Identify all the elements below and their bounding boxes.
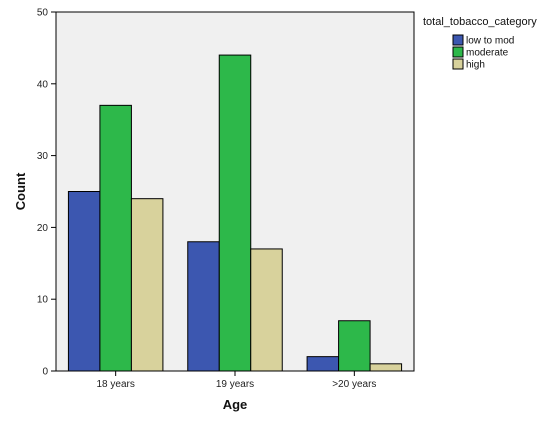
legend-label: low to mod: [466, 36, 514, 47]
legend-label: high: [466, 60, 485, 71]
bars: [67, 54, 403, 372]
y-tick-label: 10: [37, 295, 49, 306]
x-tick-label: 19 years: [216, 379, 254, 390]
bar-high-1: [130, 198, 164, 372]
y-tick-label: 40: [37, 79, 49, 90]
x-axis-title: Age: [223, 397, 248, 412]
legend-title: total_tobacco_category: [423, 16, 537, 28]
legend: total_tobacco_category low to modmoderat…: [423, 16, 537, 71]
legend-swatch: [452, 46, 464, 58]
x-axis-tick-labels: 18 years 19 years >20 years: [96, 371, 376, 390]
y-tick-label: 20: [37, 223, 49, 234]
y-tick-label: 0: [42, 367, 48, 378]
y-axis-title: Count: [13, 172, 28, 210]
bar-low-to-mod-2: [187, 241, 220, 372]
y-axis-ticks: 0 10 20 30 40 50: [37, 8, 56, 378]
x-tick-label: 18 years: [96, 379, 134, 390]
bar-high-2: [250, 248, 283, 372]
bar-moderate-3: [338, 320, 371, 372]
y-tick-label: 50: [37, 8, 49, 19]
legend-swatch: [452, 34, 464, 46]
y-tick-label: 30: [37, 151, 49, 162]
bar-high-3: [369, 363, 403, 372]
bar-moderate-1: [99, 104, 132, 372]
legend-swatch: [452, 58, 464, 70]
bar-low-to-mod-1: [67, 191, 101, 372]
legend-label: moderate: [466, 48, 509, 59]
bar-low-to-mod-3: [306, 356, 340, 372]
x-tick-label: >20 years: [332, 379, 376, 390]
bar-moderate-2: [218, 54, 252, 372]
